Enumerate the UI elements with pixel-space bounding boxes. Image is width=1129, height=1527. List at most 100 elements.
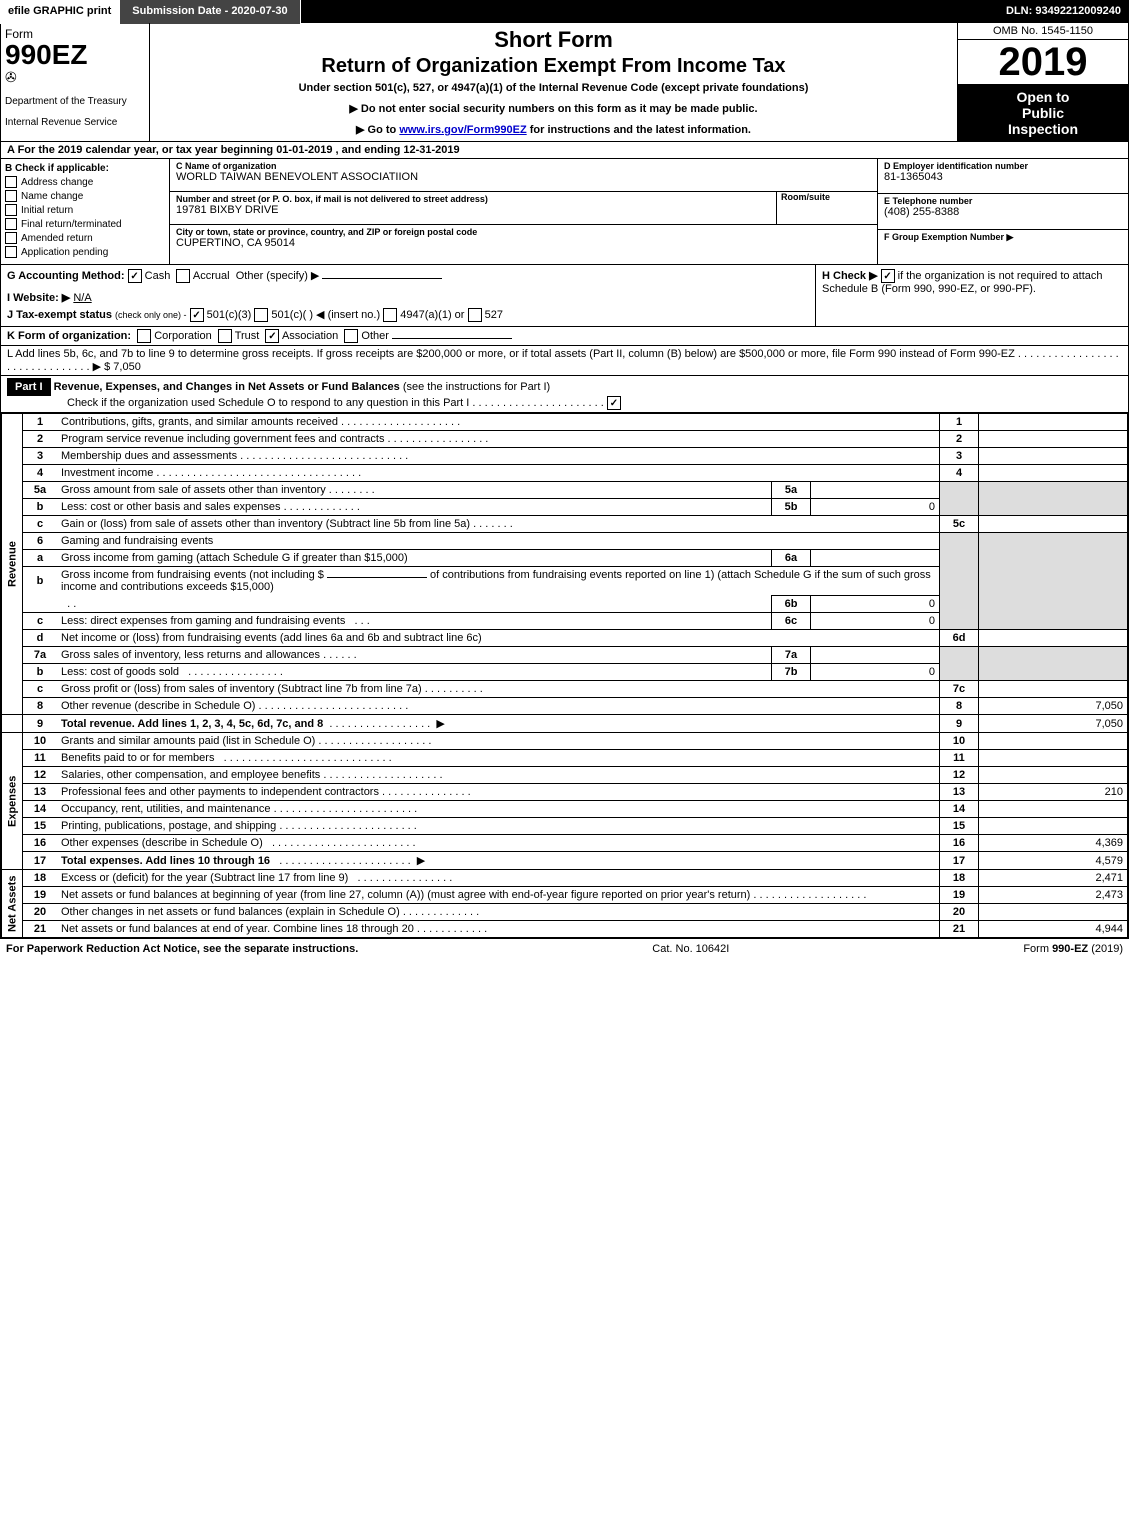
j-501c-label: 501(c)( ): [271, 309, 313, 321]
shaded-cell: [979, 482, 1128, 499]
chk-label: Amended return: [21, 233, 93, 244]
shaded-cell: [940, 613, 979, 630]
table-row: 15 Printing, publications, postage, and …: [2, 818, 1128, 835]
chk-name-change[interactable]: Name change: [5, 190, 165, 202]
box-num: 4: [940, 465, 979, 482]
table-row: b Gross income from fundraising events (…: [2, 567, 1128, 596]
k-other-input[interactable]: [392, 338, 512, 339]
line-desc: Gross sales of inventory, less returns a…: [61, 649, 320, 661]
chk-trust[interactable]: [218, 329, 232, 343]
box-num: 11: [940, 750, 979, 767]
box-num: 15: [940, 818, 979, 835]
line-num: 2: [23, 431, 58, 448]
footer-right-prefix: Form: [1023, 943, 1052, 955]
chk-final-return[interactable]: Final return/terminated: [5, 218, 165, 230]
checkbox-icon[interactable]: [5, 204, 17, 216]
chk-application-pending[interactable]: Application pending: [5, 246, 165, 258]
chk-label: Name change: [21, 191, 83, 202]
g-label: G Accounting Method:: [7, 270, 125, 282]
i-label: I Website: ▶: [7, 292, 70, 304]
line-num: 18: [23, 870, 58, 887]
chk-cash[interactable]: ✓: [128, 269, 142, 283]
box-num: 10: [940, 733, 979, 750]
table-row: 11 Benefits paid to or for members . . .…: [2, 750, 1128, 767]
k-assoc-label: Association: [282, 330, 338, 342]
chk-amended-return[interactable]: Amended return: [5, 232, 165, 244]
line-desc: Investment income: [61, 467, 153, 479]
line-desc: Less: direct expenses from gaming and fu…: [61, 615, 345, 627]
header-center: Short Form Return of Organization Exempt…: [150, 23, 957, 141]
line-num: 19: [23, 887, 58, 904]
checkbox-icon[interactable]: [5, 232, 17, 244]
table-row: . . 6b 0: [2, 596, 1128, 613]
chk-label: Application pending: [21, 247, 108, 258]
chk-accrual[interactable]: [176, 269, 190, 283]
line-desc: Net assets or fund balances at beginning…: [61, 889, 750, 901]
chk-schedule-b[interactable]: ✓: [881, 269, 895, 283]
shaded-cell: [979, 664, 1128, 681]
checkbox-icon[interactable]: [5, 246, 17, 258]
chk-501c3[interactable]: ✓: [190, 308, 204, 322]
line-desc: Less: cost of goods sold: [61, 666, 179, 678]
g-other-input[interactable]: [322, 278, 442, 279]
table-row: d Net income or (loss) from fundraising …: [2, 630, 1128, 647]
box-num: 6d: [940, 630, 979, 647]
tax-year: 2019: [958, 40, 1128, 85]
table-row: 5a Gross amount from sale of assets othe…: [2, 482, 1128, 499]
efile-print-label[interactable]: efile GRAPHIC print: [0, 0, 119, 24]
chk-schedule-o[interactable]: ✓: [607, 396, 621, 410]
header-right: OMB No. 1545-1150 2019 Open to Public In…: [957, 23, 1128, 141]
line-num: a: [23, 550, 58, 567]
shaded-cell: [940, 482, 979, 499]
l-text: L Add lines 5b, 6c, and 7b to line 9 to …: [7, 348, 1015, 360]
table-row: Expenses 10 Grants and similar amounts p…: [2, 733, 1128, 750]
box-val: [979, 630, 1128, 647]
mini-val: 0: [811, 664, 940, 681]
chk-4947[interactable]: [383, 308, 397, 322]
contrib-amount-input[interactable]: [327, 577, 427, 578]
chk-other[interactable]: [344, 329, 358, 343]
line-num: 4: [23, 465, 58, 482]
line-num: 6: [23, 533, 58, 550]
l-value: $ 7,050: [104, 361, 141, 373]
j-527-label: 527: [485, 309, 503, 321]
box-val: 2,473: [979, 887, 1128, 904]
chk-501c[interactable]: [254, 308, 268, 322]
irs-logo-icon: ✇: [5, 69, 145, 86]
line-num: 3: [23, 448, 58, 465]
box-num: 18: [940, 870, 979, 887]
dept-treasury: Department of the Treasury: [5, 96, 145, 107]
mini-val: 0: [811, 596, 940, 613]
part1-header-row: Part I Revenue, Expenses, and Changes in…: [1, 376, 1128, 413]
street-value: 19781 BIXBY DRIVE: [176, 204, 772, 216]
line-desc: Net assets or fund balances at end of ye…: [61, 923, 414, 935]
line-desc: Program service revenue including govern…: [61, 433, 384, 445]
chk-assoc[interactable]: ✓: [265, 329, 279, 343]
box-val: [979, 516, 1128, 533]
mini-label: 6b: [772, 596, 811, 613]
open-line3: Inspection: [962, 121, 1124, 137]
box-val: [979, 750, 1128, 767]
row-l: L Add lines 5b, 6c, and 7b to line 9 to …: [1, 346, 1128, 376]
city-label: City or town, state or province, country…: [176, 227, 871, 237]
checkbox-icon[interactable]: [5, 190, 17, 202]
part1-title: Revenue, Expenses, and Changes in Net As…: [54, 381, 400, 393]
expenses-label: Expenses: [2, 733, 23, 870]
line-desc: Total revenue. Add lines 1, 2, 3, 4, 5c,…: [61, 718, 323, 730]
irs-website-link[interactable]: www.irs.gov/Form990EZ: [399, 124, 526, 136]
header-left: Form 990EZ ✇ Department of the Treasury …: [1, 23, 150, 141]
empty: [23, 596, 58, 613]
mini-val: [811, 647, 940, 664]
shaded-cell: [940, 499, 979, 516]
revenue-label: Revenue: [2, 414, 23, 715]
chk-527[interactable]: [468, 308, 482, 322]
chk-address-change[interactable]: Address change: [5, 176, 165, 188]
checkbox-icon[interactable]: [5, 176, 17, 188]
box-val: [979, 448, 1128, 465]
checkbox-icon[interactable]: [5, 218, 17, 230]
line-num: 16: [23, 835, 58, 852]
line-num: 15: [23, 818, 58, 835]
chk-initial-return[interactable]: Initial return: [5, 204, 165, 216]
section-e: E Telephone number (408) 255-8388: [878, 194, 1128, 229]
chk-corp[interactable]: [137, 329, 151, 343]
